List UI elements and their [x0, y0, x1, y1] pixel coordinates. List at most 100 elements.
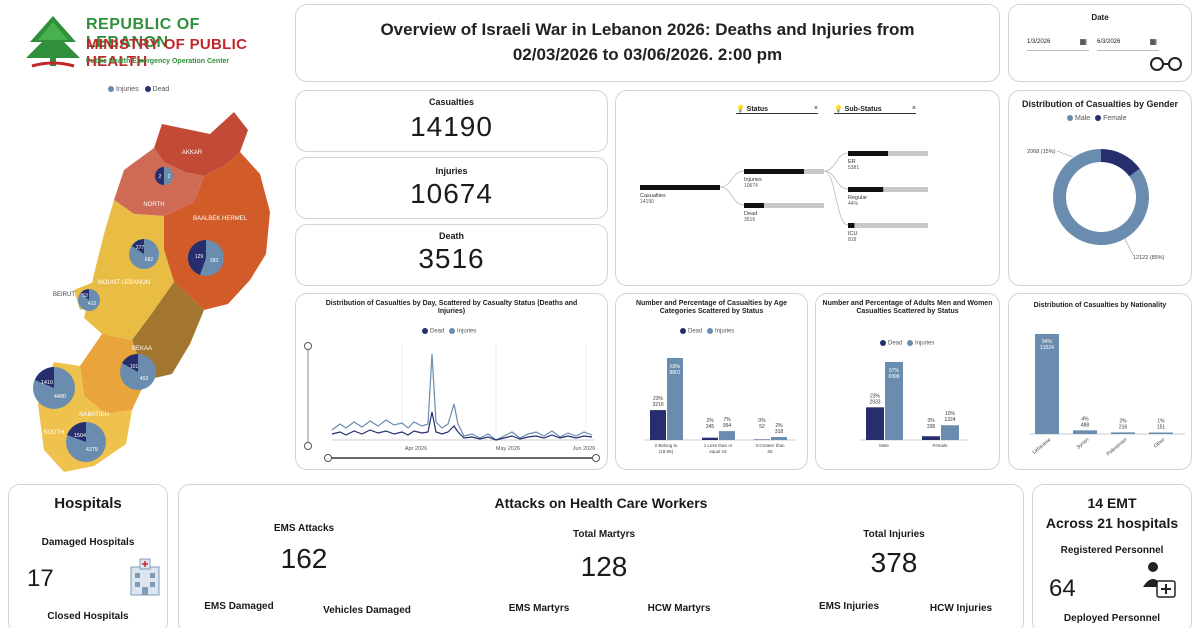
age-legend: Dead Injuries	[680, 328, 734, 335]
bubble-bekaa[interactable]: 101 403	[120, 353, 156, 390]
emt-line2: Across 21 hospitals	[1045, 515, 1179, 531]
damaged-hospitals-value: 17	[27, 565, 54, 592]
dead-bar	[922, 436, 940, 440]
x-slider-handle-left	[324, 454, 332, 462]
svg-text:129: 129	[195, 254, 204, 260]
svg-text:682: 682	[145, 257, 154, 263]
tree-connector	[719, 186, 745, 206]
tree-connector	[823, 170, 849, 226]
calendar-icon[interactable]: ▦	[1079, 37, 1087, 46]
lebanon-map[interactable]: AKKAR NORTH BAALBEK HERMEL MOUNT LEBANON…	[14, 104, 284, 476]
legend-dead: Dead	[430, 328, 445, 335]
logo-block: REPUBLIC OF LEBANON MINISTRY OF PUBLIC H…	[20, 10, 260, 76]
date-start-input[interactable]: 1/3/2026 ▦	[1027, 33, 1089, 51]
bubble-mount-lebanon[interactable]: 277 682	[129, 239, 159, 269]
closed-hospitals-label: Closed Hospitals	[47, 611, 129, 622]
tree-root-bar	[640, 185, 720, 190]
bubble-north[interactable]: 2 2	[155, 167, 173, 185]
injuries-pct-label: 10%	[945, 411, 956, 417]
kpi-casualties-card: Casualties 14190	[295, 90, 608, 152]
gender-legend: Male Female	[1067, 115, 1126, 122]
dead-bar	[650, 410, 666, 440]
legend-dead-dot	[680, 328, 686, 334]
dead-value-label: 2933	[869, 399, 880, 405]
tree-connector	[823, 152, 849, 172]
tree-er-bar	[848, 151, 888, 156]
legend-dead-dot	[144, 86, 151, 93]
region-label-south: SOUTH	[44, 430, 65, 436]
glasses-icon[interactable]	[1149, 55, 1183, 71]
kpi-death-label: Death	[438, 231, 464, 241]
male-leader-line	[1124, 238, 1134, 256]
y-slider-handle-bottom	[304, 442, 312, 450]
calendar-icon[interactable]: ▦	[1149, 37, 1157, 46]
age-title: Number and Percentage of Casualties by A…	[635, 300, 788, 316]
nationality-value-label: 216	[1119, 424, 1128, 430]
injuries-bar	[667, 358, 683, 440]
x-tick-label: 65	[767, 449, 773, 454]
adults-bar-chart[interactable]: 23%2933 57%6998 Male 3%338 10%1324 Female	[816, 294, 1001, 471]
gender-card: Distribution of Casualties by Gender Mal…	[1008, 90, 1192, 286]
tree-dead-bar-track	[744, 203, 824, 208]
injuries-pct-label: 2%	[775, 423, 783, 429]
cedar-logo-icon	[26, 16, 80, 68]
legend-injuries-dot	[108, 86, 114, 93]
adults-chart-card: Number and Percentage of Adults Men and …	[815, 293, 1000, 470]
female-data-label: 2068 (15%)	[1027, 149, 1056, 155]
total-martyrs-value: 128	[580, 551, 628, 582]
injuries-pct-label: 63%	[670, 364, 681, 370]
dead-bar	[702, 437, 718, 440]
ems-martyrs-label: EMS Martyrs	[508, 603, 570, 614]
tree-icu-value: 818	[848, 237, 857, 243]
legend-male-dot	[1067, 115, 1073, 122]
adults-title: Number and Percentage of Adults Men and …	[822, 300, 993, 316]
kpi-injuries-value: 10674	[410, 178, 493, 209]
tree-root-label: Casualties	[640, 193, 666, 199]
tree-dead-bar	[744, 203, 764, 208]
date-label: Date	[1091, 13, 1109, 22]
x-tick-label: Apr 2026	[405, 446, 427, 452]
close-icon[interactable]: ×	[813, 105, 818, 112]
bubble-baalbek[interactable]: 129 283	[187, 239, 224, 276]
daily-line-chart[interactable]: Apr 2026 May 2026 Jun 2026	[296, 294, 609, 471]
registered-personnel-value: 64	[1049, 575, 1076, 602]
dead-value-label: 245	[706, 424, 715, 430]
region-label-akkar: AKKAR	[182, 150, 203, 156]
nationality-pct-label: 94%	[1042, 339, 1053, 345]
status-label: Status	[746, 106, 769, 113]
x-tick-label: May 2026	[496, 446, 520, 452]
close-icon[interactable]: ×	[911, 105, 916, 112]
gender-donut[interactable]: 2068 (15%) 12122 (85%)	[1009, 91, 1193, 287]
injuries-bar	[771, 437, 787, 440]
bubble-south[interactable]: 1504 4375	[66, 421, 106, 462]
legend-injuries: Injuries	[457, 328, 477, 335]
nationality-bar	[1073, 430, 1097, 434]
daily-title: Distribution of Casualties by Day, Scatt…	[325, 300, 578, 316]
dead-value-label: 338	[927, 424, 936, 430]
dead-pct-label: 23%	[870, 393, 881, 399]
x-tick-label: Syrian	[1076, 437, 1091, 451]
region-label-bekaa: BEKAA	[132, 346, 152, 352]
tree-injuries-bar	[744, 169, 804, 174]
nationality-chart-card: Distribution of Casualties by Nationalit…	[1008, 293, 1192, 470]
logo-line-center: Public Health Emergency Operation Center	[86, 58, 230, 65]
bubble-nabatieh[interactable]: 1410 4480	[33, 367, 75, 409]
legend-injuries-dot	[907, 340, 914, 346]
tree-dead-value: 3516	[744, 217, 755, 223]
tree-er-label: ER	[848, 159, 856, 165]
tree-regular-label: Regular	[848, 195, 867, 201]
x-tick-label: 1.Less than or	[704, 443, 733, 448]
map-legend: Injuries Dead	[108, 86, 169, 93]
bubble-beirut[interactable]: 53 410	[78, 289, 100, 311]
date-end-input[interactable]: 6/3/2026 ▦	[1097, 33, 1159, 51]
tree-root-value: 14190	[640, 199, 654, 205]
nationality-bar-chart[interactable]: 94%13324 Lebanese 4%488 Syrian 2%216 Palestin…	[1009, 294, 1193, 471]
emt-line1: 14 EMT	[1087, 495, 1137, 511]
lightbulb-icon: 💡	[834, 106, 843, 113]
status-header[interactable]: 💡 Status ×	[736, 105, 818, 114]
svg-text:53: 53	[82, 293, 88, 299]
substatus-header[interactable]: 💡 Sub-Status ×	[834, 105, 916, 114]
substatus-label: Sub-Status	[844, 106, 882, 113]
